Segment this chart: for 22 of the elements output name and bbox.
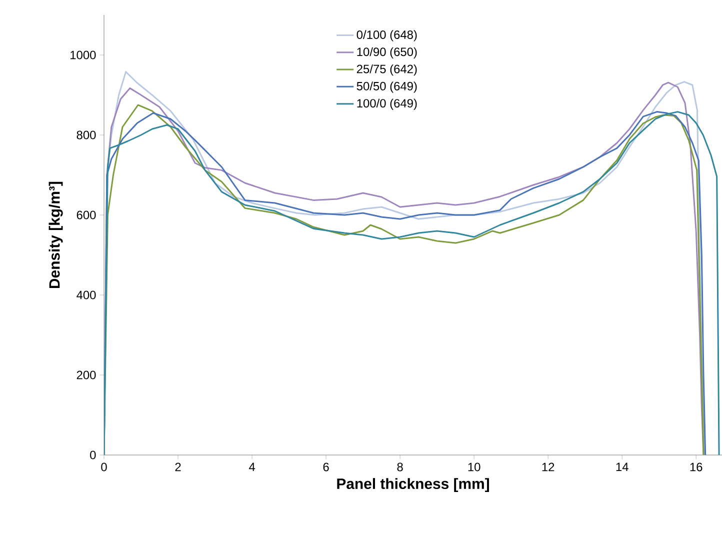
x-tick-label: 0 xyxy=(101,462,107,472)
x-tick-label: 2 xyxy=(175,462,181,472)
x-tick-label: 16 xyxy=(690,462,702,472)
legend-label: 25/75 (642) xyxy=(356,64,417,76)
x-tick-label: 4 xyxy=(248,462,255,471)
legend-label: 100/0 (649) xyxy=(357,98,417,110)
x-axis-title: Panel thickness [mm] xyxy=(337,478,489,492)
x-tick-label: 6 xyxy=(323,462,329,472)
x-tick-label: 8 xyxy=(397,462,403,472)
legend-label: 10/90 (650) xyxy=(357,47,417,58)
x-tick-label: 12 xyxy=(542,462,554,472)
legend-label: 50/50 (649) xyxy=(356,82,417,93)
x-tick-label: 14 xyxy=(616,462,628,471)
legend-label: 0/100 (648) xyxy=(356,30,417,42)
y-tick-label: 800 xyxy=(76,130,96,140)
y-tick-label: 400 xyxy=(76,290,96,300)
x-tick-label: 10 xyxy=(468,462,480,472)
y-tick-label: 200 xyxy=(76,370,96,380)
y-tick-label: 1000 xyxy=(70,50,96,60)
y-tick-label: 0 xyxy=(90,450,96,460)
y-axis-title: Density [kg/m³] xyxy=(48,182,63,288)
y-tick-label: 600 xyxy=(76,210,96,220)
